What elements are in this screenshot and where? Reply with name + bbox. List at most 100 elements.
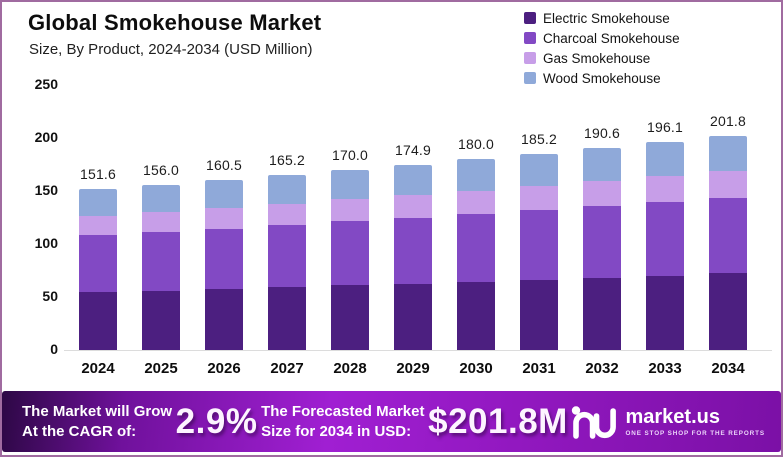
bar-segment-electric-smokehouse xyxy=(583,277,621,350)
bar-2033 xyxy=(646,142,684,350)
bar-2029 xyxy=(394,164,432,350)
x-axis-label: 2025 xyxy=(144,360,178,377)
bar-segment-wood-smokehouse xyxy=(79,189,117,216)
legend-label: Charcoal Smokehouse xyxy=(543,30,680,46)
x-axis-label: 2024 xyxy=(81,360,115,377)
x-axis-label: 2033 xyxy=(648,360,682,377)
bar-segment-charcoal-smokehouse xyxy=(646,201,684,276)
bar-segment-electric-smokehouse xyxy=(646,275,684,350)
legend: Electric Smokehouse Charcoal Smokehouse Ga… xyxy=(524,8,680,88)
bar-segment-wood-smokehouse xyxy=(331,169,369,200)
forecast-caption-line1: The Forecasted Market xyxy=(261,403,425,421)
bar-segment-wood-smokehouse xyxy=(646,142,684,177)
x-axis-label: 2031 xyxy=(522,360,556,377)
bar-segment-charcoal-smokehouse xyxy=(331,221,369,286)
bar-segment-wood-smokehouse xyxy=(457,159,495,191)
legend-label: Wood Smokehouse xyxy=(543,70,661,86)
legend-item: Gas Smokehouse xyxy=(524,48,680,68)
y-axis-tick-label: 0 xyxy=(50,341,58,357)
bar-segment-gas-smokehouse xyxy=(394,195,432,218)
bar-segment-wood-smokehouse xyxy=(709,136,747,172)
bar-2026 xyxy=(205,179,243,350)
bar-segment-gas-smokehouse xyxy=(583,181,621,206)
bar-2027 xyxy=(268,174,306,350)
bar-segment-charcoal-smokehouse xyxy=(520,210,558,280)
bar-segment-charcoal-smokehouse xyxy=(205,228,243,290)
x-axis-label: 2026 xyxy=(207,360,241,377)
bar-segment-wood-smokehouse xyxy=(394,164,432,196)
legend-swatch xyxy=(524,32,536,44)
legend-label: Gas Smokehouse xyxy=(543,50,651,66)
marketus-logo-tagline: ONE STOP SHOP FOR THE REPORTS xyxy=(625,429,765,437)
legend-swatch xyxy=(524,72,536,84)
bar-2028 xyxy=(331,169,369,350)
bar-segment-gas-smokehouse xyxy=(205,207,243,229)
marketus-logo-icon xyxy=(572,405,617,439)
bar-total-label: 165.2 xyxy=(268,151,306,168)
forecast-caption: The Forecasted Market Size for 2034 in U… xyxy=(261,402,424,440)
bar-segment-charcoal-smokehouse xyxy=(142,232,180,291)
marketus-logo-text: market.us ONE STOP SHOP FOR THE REPORTS xyxy=(625,407,764,437)
bar-segment-gas-smokehouse xyxy=(268,203,306,226)
legend-item: Charcoal Smokehouse xyxy=(524,28,680,48)
bar-total-label: 201.8 xyxy=(709,113,747,130)
forecast-caption-line2: Size for 2034 in USD: xyxy=(261,422,412,440)
footer-banner: The Market will Grow At the CAGR of: 2.9… xyxy=(2,391,781,452)
bar-segment-electric-smokehouse xyxy=(709,273,747,350)
bar-total-label: 185.2 xyxy=(520,130,558,147)
cagr-caption-line1: The Market will Grow xyxy=(22,403,173,421)
cagr-caption: The Market will Grow At the CAGR of: xyxy=(22,402,172,440)
bar-segment-electric-smokehouse xyxy=(394,283,432,350)
bar-total-label: 196.1 xyxy=(646,119,684,136)
x-axis-label: 2027 xyxy=(270,360,304,377)
bar-2030 xyxy=(457,159,495,350)
bar-segment-gas-smokehouse xyxy=(520,185,558,211)
bar-segment-electric-smokehouse xyxy=(205,289,243,350)
bar-total-label: 174.9 xyxy=(394,141,432,158)
bar-segment-electric-smokehouse xyxy=(142,290,180,350)
y-axis-tick-label: 250 xyxy=(34,76,58,92)
chart-subtitle: Size, By Product, 2024-2034 (USD Million… xyxy=(29,41,313,58)
bar-segment-wood-smokehouse xyxy=(520,153,558,186)
y-axis-tick-label: 100 xyxy=(34,235,58,251)
marketus-logo: market.us ONE STOP SHOP FOR THE REPORTS xyxy=(571,405,764,439)
x-axis-label: 2032 xyxy=(585,360,619,377)
bar-2024 xyxy=(79,189,117,350)
bar-total-label: 160.5 xyxy=(205,156,243,173)
legend-swatch xyxy=(524,12,536,24)
bar-total-label: 190.6 xyxy=(583,124,621,141)
bar-segment-gas-smokehouse xyxy=(331,199,369,222)
x-axis-label: 2030 xyxy=(459,360,493,377)
legend-item: Wood Smokehouse xyxy=(524,68,680,88)
bar-2025 xyxy=(142,184,180,350)
bar-segment-gas-smokehouse xyxy=(142,211,180,233)
bar-segment-gas-smokehouse xyxy=(79,215,117,236)
cagr-caption-line2: At the CAGR of: xyxy=(22,422,137,440)
bar-segment-charcoal-smokehouse xyxy=(79,235,117,293)
bar-segment-charcoal-smokehouse xyxy=(394,217,432,284)
bar-segment-charcoal-smokehouse xyxy=(709,197,747,274)
x-axis-label: 2029 xyxy=(396,360,430,377)
chart-title: Global Smokehouse Market xyxy=(28,10,322,35)
bar-segment-wood-smokehouse xyxy=(583,147,621,182)
y-axis-tick-label: 50 xyxy=(42,288,58,304)
y-axis-tick-label: 200 xyxy=(34,129,58,145)
bar-segment-wood-smokehouse xyxy=(268,174,306,204)
bar-segment-gas-smokehouse xyxy=(457,190,495,214)
bar-segment-charcoal-smokehouse xyxy=(457,213,495,282)
legend-label: Electric Smokehouse xyxy=(543,10,670,26)
y-axis-tick-label: 150 xyxy=(34,182,58,198)
legend-swatch xyxy=(524,52,536,64)
bar-total-label: 156.0 xyxy=(142,161,180,178)
forecast-value: $201.8M xyxy=(428,401,568,441)
cagr-value: 2.9% xyxy=(175,401,258,441)
legend-item: Electric Smokehouse xyxy=(524,8,680,28)
x-axis-line xyxy=(64,350,772,351)
bar-segment-wood-smokehouse xyxy=(205,179,243,208)
bar-2032 xyxy=(583,147,621,350)
bar-total-label: 170.0 xyxy=(331,146,369,163)
bar-segment-charcoal-smokehouse xyxy=(583,205,621,278)
bar-total-label: 151.6 xyxy=(79,166,117,183)
bar-segment-electric-smokehouse xyxy=(520,279,558,350)
